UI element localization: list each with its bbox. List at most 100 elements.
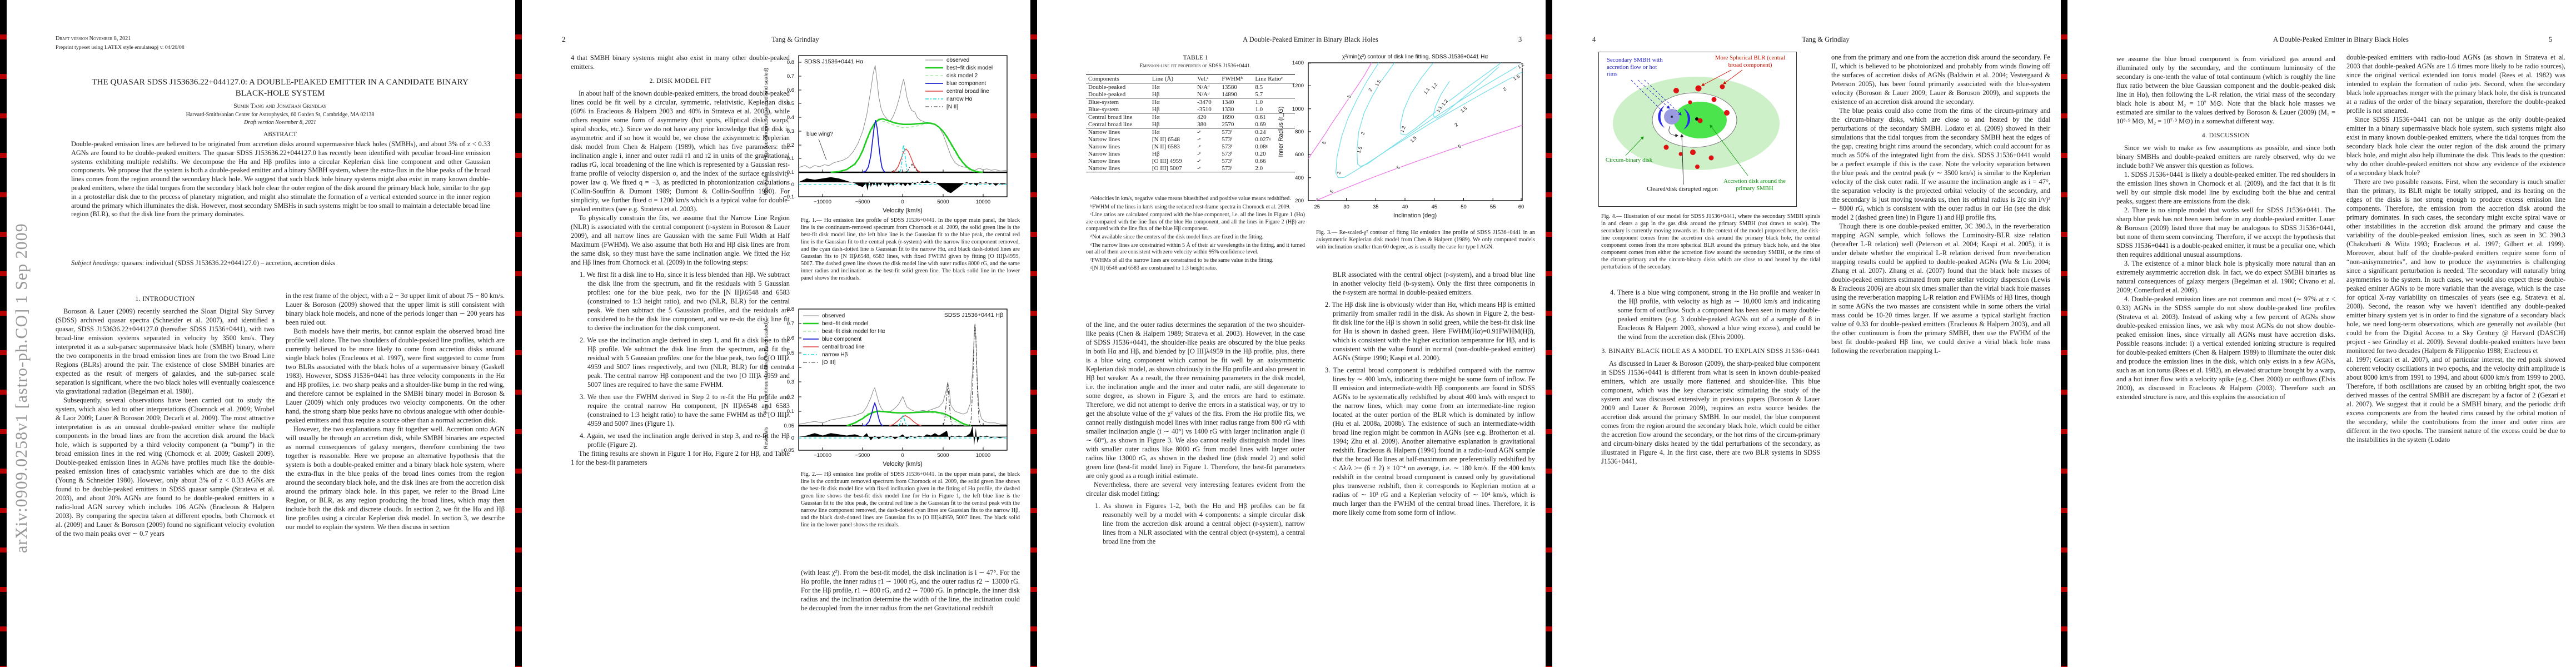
running-head: A Double-Peaked Emitter in Binary Black … [2273, 36, 2409, 43]
page1-left-column: 1. INTRODUCTION Boroson & Lauer (2009) r… [56, 289, 275, 538]
svg-text:[O III]: [O III] [822, 360, 836, 366]
draft-version-italic: Draft version November 8, 2021 [244, 120, 316, 126]
svg-text:−10000: −10000 [814, 452, 831, 459]
svg-text:0.1: 0.1 [787, 170, 794, 176]
figure-4-model-diagram: Secondary SMBH with accretion flow or ho… [1598, 52, 1797, 207]
svg-text:2: 2 [1502, 86, 1508, 92]
col-header: Vel.ᵃ [1195, 74, 1220, 83]
page2-left-column: 4 that SMBH binary systems might also ex… [571, 53, 790, 467]
paragraph: (with least χ²). From the best-fit model… [801, 569, 1020, 612]
svg-text:0.8: 0.8 [787, 306, 794, 312]
paragraph: 1. SDSS J1536+0441 is likely a double-pe… [2116, 171, 2335, 205]
paper-title-line2: BLACK-HOLE SYSTEM [235, 88, 325, 98]
svg-text:2: 2 [1359, 131, 1366, 136]
svg-text:10000: 10000 [976, 452, 990, 459]
table-row: Narrow lines [O III] 5007 -ᵉ 573ᶠ 2.0 [1086, 165, 1295, 172]
footnote: ᶠFWHMs of all the narrow lines are const… [1090, 257, 1274, 263]
scan-edge-strip [1546, 0, 1552, 667]
svg-text:1200: 1200 [1292, 83, 1304, 89]
accretion-label-arrow [1710, 125, 1748, 176]
blr-label-arrows [1701, 69, 1743, 86]
arxiv-sidebar-label: arXiv:0909.0258v1 [astro-ph.CO] 1 Sep 20… [12, 223, 31, 553]
svg-text:0.5: 0.5 [787, 101, 794, 107]
svg-text:central broad line: central broad line [946, 88, 989, 94]
svg-text:5000: 5000 [937, 199, 949, 205]
svg-text:60: 60 [1518, 204, 1524, 210]
svg-text:2: 2 [1336, 171, 1342, 175]
fig2-oiii-line [943, 323, 981, 426]
footnote: ᵇFWHM of the lines in km/s using the red… [1090, 203, 1291, 210]
svg-text:600: 600 [1295, 152, 1304, 158]
page2-right-tail: (with least χ²). From the best-fit model… [801, 568, 1020, 613]
paragraph: To physically constrain the fits, we ass… [571, 214, 790, 266]
figure-3-caption: Fig. 3.— Re-scaled-χ² contour of fittng … [1316, 230, 1535, 250]
svg-text:observed: observed [822, 313, 845, 319]
table-row: Blue-system Hα -3470 1340 1.0 [1086, 98, 1295, 106]
footnote: ᵈNot available since the centers of the … [1090, 233, 1264, 240]
svg-text:−0.1: −0.1 [784, 194, 794, 200]
page1-right-column: in the rest frame of the object, with a … [286, 291, 505, 531]
figure-1-caption: Fig. 1.— Hα emission line profile of SDS… [801, 217, 1020, 281]
fig1-nii-line [890, 163, 919, 173]
paragraph: There are two possible reasons. First, w… [2346, 178, 2565, 355]
table-1: TABLE 1 Emission-line fit properties of … [1086, 54, 1305, 172]
page-4: 4 Tang & Grindlay [1546, 0, 2061, 667]
label-more-spherical-blr: More Spherical BLR (central broad compon… [1715, 54, 1786, 68]
col-header: Line Ratioᶜ [1253, 74, 1295, 83]
paragraph: one from the primary and one from the ac… [1831, 53, 2050, 106]
paragraph: Subsequently, several observations have … [56, 396, 275, 537]
fig1-xlabel: Velocity (km/s) [883, 207, 923, 214]
subject-headings-text: quasars: individual (SDSS J153636.22+044… [121, 259, 335, 267]
footnote: ᶜLine ratios are calculated compared wit… [1086, 212, 1305, 232]
contour-5-upper [1308, 62, 1372, 159]
orbit-arrow [1668, 126, 1678, 137]
svg-text:narrow Hα: narrow Hα [946, 96, 973, 102]
paragraph: Since we wish to make as few assumptions… [2116, 144, 2335, 170]
footnote: ᵃVelocities in km/s, negative value mean… [1090, 196, 1291, 202]
annotation-arrow [818, 138, 827, 161]
paragraph: al. 1997; Gezari et al. 2007), and of pa… [2346, 356, 2565, 444]
svg-text:0.4: 0.4 [787, 365, 794, 371]
svg-text:0.1: 0.1 [787, 409, 794, 415]
svg-text:narrow Hβ: narrow Hβ [822, 352, 848, 358]
table-row: Narrow lines [N II] 6548 -ᵉ 573ᶠ 0.027ᵍ [1088, 136, 1271, 143]
paragraph: Nevertheless, there are several very int… [1086, 481, 1305, 497]
fig2-legend: observed best−fit disk model best−fit di… [803, 313, 885, 366]
page-1: arXiv:0909.0258v1 [astro-ph.CO] 1 Sep 20… [0, 0, 515, 667]
list-item: 2. The Hβ disk line is obviously wider t… [1325, 301, 1535, 362]
table-row: Blue-system Hβ -3510 1330 1.0 [1088, 106, 1263, 113]
paragraph: 4 that SMBH binary systems might also ex… [571, 54, 790, 71]
svg-text:0.2: 0.2 [787, 394, 794, 400]
svg-text:0.8: 0.8 [787, 59, 794, 66]
footnote: ᵉThe narrow lines are constrained within… [1086, 242, 1305, 256]
table-row: Narrow lines Hα -ᵉ 573ᶠ 0.24 [1086, 128, 1295, 136]
paragraph: However, the two explanations may fit to… [286, 425, 505, 531]
axis-ticks [799, 62, 984, 197]
svg-text:0.3: 0.3 [787, 379, 794, 385]
svg-text:5000: 5000 [937, 452, 949, 459]
fig1-residuals-label: Residuals [763, 173, 769, 196]
paragraph: In about half of the known double-peaked… [571, 89, 790, 213]
paragraph: The blue peaks could also come from the … [1831, 107, 2050, 221]
table-row: Central broad line Hβ 380 2570 0.69 [1088, 121, 1266, 128]
paragraph: double-peaked emitters with radio-loud A… [2346, 53, 2565, 115]
col-header: Components [1086, 74, 1150, 83]
subject-headings: Subject headings: quasars: individual (S… [71, 259, 490, 268]
fig1-residuals-line [799, 177, 1007, 193]
svg-text:55: 55 [1490, 204, 1496, 210]
fig2-inplot-title: SDSS J1536+0441 Hβ [944, 312, 1003, 318]
svg-text:0.7: 0.7 [787, 321, 794, 327]
table-1-subtitle: Emission-line fit properties of SDSS J15… [1139, 63, 1252, 69]
list-item: 4. Again, we used the inclination angle … [580, 432, 790, 449]
svg-text:0: 0 [791, 435, 794, 441]
fig2-observed-line [798, 323, 1007, 425]
secondary-label-arrows [1631, 79, 1682, 116]
page-3: A Double-Peaked Emitter in Binary Black … [1030, 0, 1546, 667]
subject-headings-label: Subject headings: [71, 259, 120, 267]
svg-text:40: 40 [1402, 204, 1408, 210]
svg-text:1000: 1000 [1292, 106, 1304, 112]
figure-3-contour-plot: χ²/min(χ²) contour of disk line fitting,… [1278, 54, 1526, 219]
contour-5-lower [1316, 125, 1523, 201]
axis-ticks [799, 323, 984, 450]
fig2-narrow-hbeta-line [898, 413, 908, 426]
